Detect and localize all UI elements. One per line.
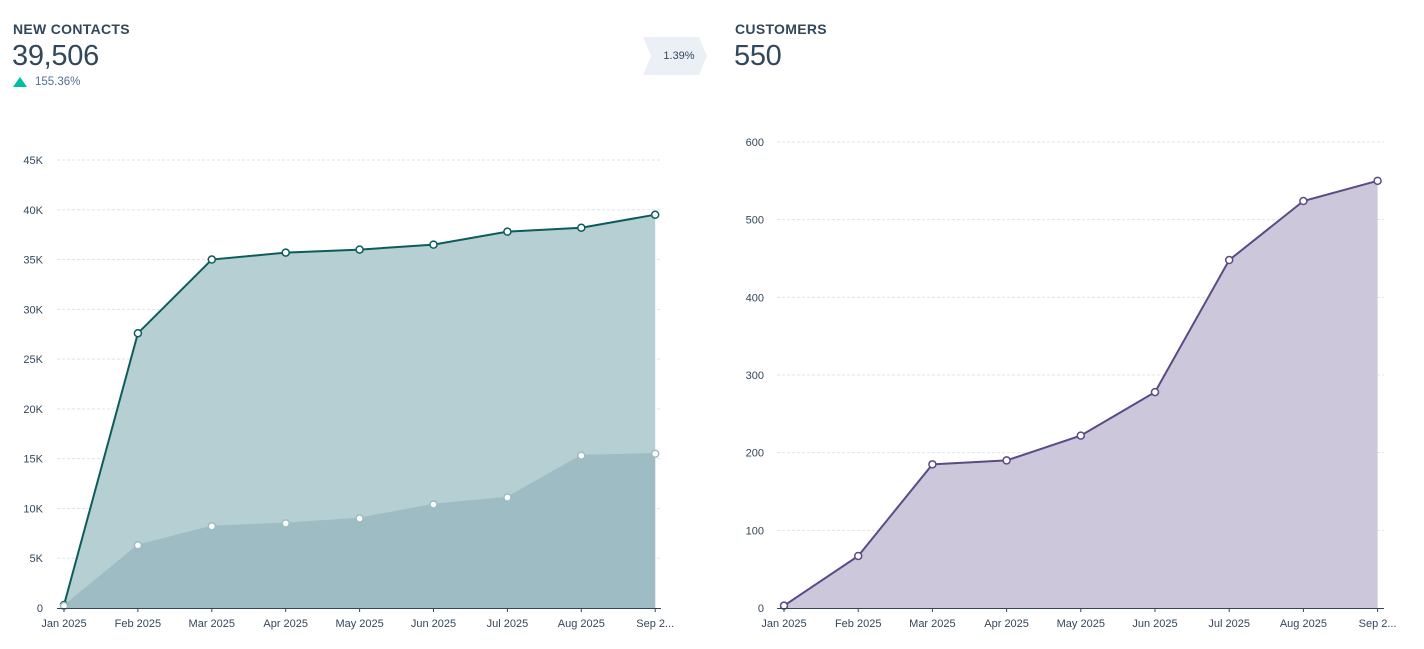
series-2-point [503,493,512,502]
y-tick-label: 45K [23,155,43,167]
series-2-point [207,522,217,531]
x-tick-label: Aug 2025 [558,618,605,630]
new-contacts-change-value: 155.36% [35,76,81,88]
series-2-point [577,451,586,460]
x-tick-label: Feb 2025 [115,618,161,630]
series-1-area [784,180,1378,609]
x-tick-label: Jul 2025 [1208,618,1250,630]
x-tick-label: Sep 2... [636,618,674,630]
y-tick-label: 20K [23,404,43,416]
series-1-point [1076,431,1086,440]
new-contacts-value: 39,506 [12,40,99,72]
y-tick-label: 40K [23,205,43,217]
y-tick-label: 600 [746,137,764,149]
x-tick-label: Feb 2025 [835,618,881,630]
x-tick-label: May 2025 [335,618,383,630]
x-tick-label: Mar 2025 [909,618,955,630]
series-2-point [355,514,364,523]
series-1-point [207,255,217,264]
y-tick-label: 0 [37,603,43,615]
customers-value: 550 [734,40,782,72]
series-2-point [281,519,290,528]
x-tick-label: Jun 2025 [1132,618,1177,630]
x-tick-label: Jan 2025 [761,618,806,630]
series-1-point [133,328,143,338]
x-tick-label: Apr 2025 [984,618,1029,630]
series-2-point [650,449,660,458]
series-1-point [355,245,364,254]
x-tick-label: Mar 2025 [189,618,235,630]
conversion-rate-value: 1.39% [663,50,695,62]
series-1-point [650,210,660,219]
y-tick-label: 500 [746,215,764,227]
y-tick-label: 100 [746,525,764,537]
new-contacts-title: NEW CONTACTS [13,21,130,37]
series-1-point [1002,456,1011,465]
y-tick-label: 30K [23,304,43,316]
y-tick-label: 25K [23,354,43,366]
x-tick-label: Jul 2025 [487,618,529,630]
series-1-point [281,248,290,257]
series-2-point [429,500,438,509]
series-2-point [133,541,143,550]
y-tick-label: 5K [30,553,44,565]
series-2-area [64,453,656,608]
trend-up-icon [13,77,27,87]
series-1-point [577,223,586,232]
new-contacts-panel: NEW CONTACTS 39,506 155.36% 0 5K 10K 15K 20K… [0,0,700,649]
x-tick-label: Jun 2025 [411,618,456,630]
series-1-point [1224,255,1234,265]
x-tick-label: May 2025 [1057,618,1105,630]
series-1-point [1299,196,1308,206]
customers-panel: CUSTOMERS 550 0 100 200 300 400 500 600 Jan 202… [722,0,1424,649]
y-tick-label: 300 [746,370,764,382]
y-tick-label: 15K [23,454,43,466]
y-tick-label: 35K [23,255,43,267]
series-1-point [853,551,863,561]
series-1-point [928,460,937,469]
customers-chart: 0 100 200 300 400 500 600 Jan 2025 Feb 2025 Mar 2… [746,137,1397,630]
x-tick-label: Aug 2025 [1280,618,1327,630]
series-1-point [1150,387,1160,397]
y-tick-label: 200 [746,448,764,460]
x-tick-label: Sep 2... [1359,618,1397,630]
conversion-rate-badge: 1.39% [643,37,707,75]
customers-title: CUSTOMERS [735,21,827,37]
new-contacts-change: 155.36% [13,76,80,88]
y-tick-label: 400 [746,292,764,304]
series-1-point [503,227,512,236]
x-tick-label: Jan 2025 [41,618,86,630]
series-1-point [429,240,438,249]
new-contacts-chart: 0 5K 10K 15K 20K 25K 30K 35K 40K 45K Jan 2025 Feb 2… [23,155,674,630]
y-tick-label: 10K [23,503,43,515]
x-tick-label: Apr 2025 [263,618,308,630]
series-1-point [1373,176,1382,186]
y-tick-label: 0 [758,603,764,615]
